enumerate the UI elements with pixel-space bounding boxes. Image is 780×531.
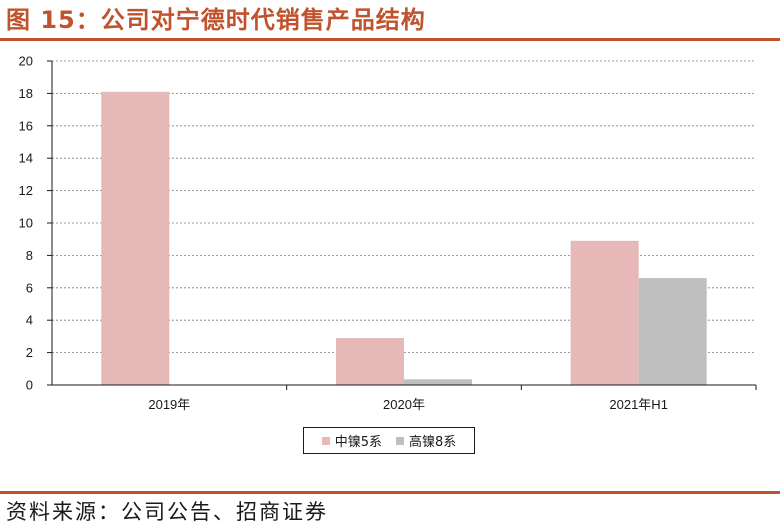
- x-category-label: 2021年H1: [609, 397, 668, 412]
- bar-series-0: [101, 91, 170, 385]
- source-note: 资料来源：公司公告、招商证券: [6, 500, 328, 524]
- y-tick-label: 16: [19, 118, 33, 133]
- y-tick-label: 6: [26, 280, 33, 295]
- axes: [47, 60, 757, 390]
- y-tick-label: 10: [19, 216, 33, 231]
- bar-series-0: [570, 240, 639, 385]
- y-tick-label: 2: [26, 345, 33, 360]
- x-category-label: 2019年: [148, 397, 190, 412]
- x-category-label: 2020年: [383, 397, 425, 412]
- bar-chart: 0 2 4 6 8 10 12 14 16 18 20 2019年 2020年 2021年H1: [19, 54, 757, 412]
- legend-swatch-series-0: [321, 436, 330, 445]
- y-tick-label: 4: [26, 313, 33, 328]
- y-tick-label: 12: [19, 183, 33, 198]
- y-tick-label: 8: [26, 248, 33, 263]
- bar-series-1: [638, 278, 707, 385]
- x-axis-category-labels: 2019年 2020年 2021年H1: [148, 397, 668, 412]
- y-axis-tick-labels: 0 2 4 6 8 10 12 14 16 18 20: [19, 54, 33, 393]
- bar-series-1: [404, 379, 473, 385]
- title-divider: [0, 38, 780, 41]
- legend-item-series-1: 高镍8系: [396, 431, 456, 450]
- y-tick-label: 18: [19, 86, 33, 101]
- legend-label-series-0: 中镍5系: [334, 435, 382, 450]
- bars: [101, 91, 707, 385]
- legend-swatch-series-1: [396, 436, 404, 445]
- y-tick-label: 0: [26, 378, 33, 393]
- y-tick-label: 20: [19, 54, 33, 69]
- chart-legend: 中镍5系 高镍8系: [303, 427, 475, 454]
- legend-label-series-1: 高镍8系: [409, 435, 457, 450]
- source-divider: [0, 491, 780, 494]
- bar-series-0: [335, 338, 404, 385]
- legend-item-series-0: 中镍5系: [321, 431, 382, 450]
- chart-title: 图 15：公司对宁德时代销售产品结构: [6, 6, 426, 34]
- y-tick-label: 14: [19, 151, 33, 166]
